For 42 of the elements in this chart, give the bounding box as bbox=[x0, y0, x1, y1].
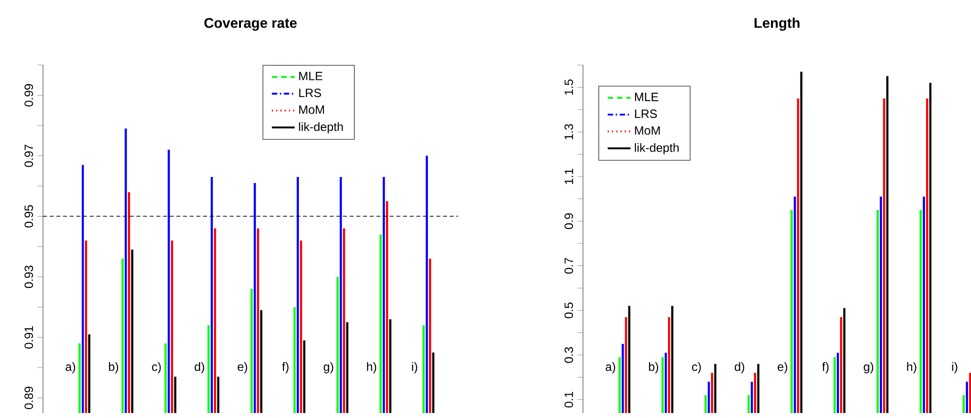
chart-title: Length bbox=[754, 18, 800, 31]
y-tick-label: 0.1 bbox=[564, 392, 574, 408]
legend-label: MLE bbox=[635, 92, 658, 102]
y-tick-label: 0.91 bbox=[24, 326, 34, 349]
x-tick-label: b) bbox=[648, 362, 658, 374]
y-tick-label: 1.1 bbox=[564, 168, 574, 184]
legend-label: LRS bbox=[635, 110, 657, 118]
y-tick-label: 0.95 bbox=[24, 205, 34, 228]
legend-label: LRS bbox=[299, 88, 322, 98]
x-tick-label: d) bbox=[734, 362, 744, 374]
y-tick-label: 1.3 bbox=[564, 124, 574, 140]
y-tick-label: 0.93 bbox=[24, 266, 34, 288]
y-tick-label: 0.89 bbox=[24, 386, 34, 410]
y-tick-label: 0.7 bbox=[564, 258, 574, 274]
y-tick-label: 0.9 bbox=[564, 213, 574, 230]
x-tick-label: h) bbox=[907, 362, 916, 374]
legend-label: MLE bbox=[299, 72, 322, 80]
x-tick-label: i) bbox=[952, 362, 958, 374]
x-tick-label: a) bbox=[606, 362, 616, 374]
y-tick-label: 0.99 bbox=[24, 84, 34, 106]
x-tick-label: g) bbox=[324, 362, 334, 374]
x-tick-label: e) bbox=[778, 362, 788, 374]
y-tick-label: 1.5 bbox=[564, 79, 574, 95]
x-tick-label: i) bbox=[412, 362, 418, 374]
x-tick-label: f) bbox=[822, 362, 829, 374]
y-tick-label: 0.97 bbox=[24, 144, 34, 167]
x-tick-label: e) bbox=[238, 362, 248, 374]
x-tick-label: d) bbox=[194, 362, 204, 374]
y-tick-label: 0.5 bbox=[564, 302, 574, 318]
y-tick-label: 0.3 bbox=[564, 347, 574, 363]
x-tick-label: b) bbox=[108, 362, 118, 374]
legend-label: MoM bbox=[635, 126, 660, 135]
legend-label: lik-depth bbox=[299, 122, 343, 134]
chart-title: Coverage rate bbox=[204, 18, 297, 31]
x-tick-label: a) bbox=[66, 362, 76, 374]
legend-label: MoM bbox=[299, 105, 324, 114]
legend-label: lik-depth bbox=[634, 143, 679, 154]
x-tick-label: c) bbox=[152, 362, 161, 374]
x-tick-label: f) bbox=[282, 362, 288, 374]
x-tick-label: g) bbox=[864, 362, 874, 374]
x-tick-label: h) bbox=[367, 362, 376, 374]
x-tick-label: c) bbox=[692, 362, 701, 374]
